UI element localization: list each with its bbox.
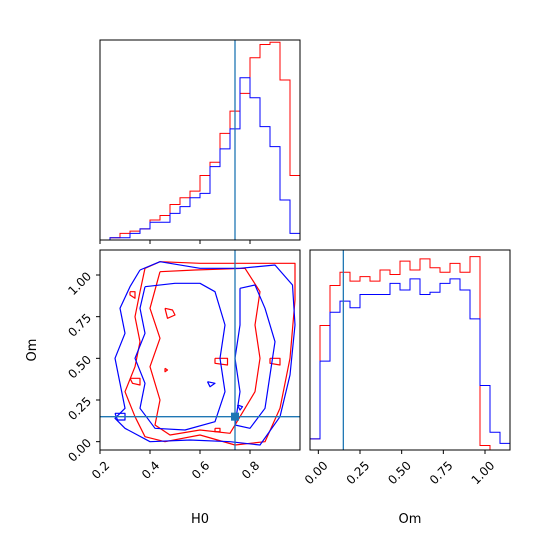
- joint-truth-marker: [231, 412, 239, 421]
- contour-series-1-level-2: [149, 267, 261, 436]
- joint-y-tick-label: 1.00: [65, 269, 94, 298]
- contour-series-1-level-8: [269, 357, 281, 366]
- contour-series-1-level-6: [164, 367, 169, 373]
- joint-y-tick-label: 0.50: [65, 353, 94, 382]
- contour-series-1-level-4: [129, 291, 136, 299]
- h0-marginal-panel: [99, 39, 301, 244]
- joint-x-tick-label: 0.6: [189, 458, 212, 481]
- contour-series-1-level-5: [129, 377, 141, 386]
- om-hist-series-1: [310, 256, 510, 450]
- h0-hist-series-1: [100, 41, 301, 241]
- contour-series-1-level-9: [214, 427, 221, 433]
- om-panel-frame: [309, 249, 511, 451]
- contour-series-1-level-7: [214, 357, 229, 366]
- contour-series-2-level-3: [234, 284, 276, 429]
- contour-series-2-level-6: [114, 412, 126, 421]
- om-marginal-panel: 0.00 0.25 0.50 0.75 1.00: [302, 249, 511, 487]
- joint-y-tick-label: 0.75: [65, 311, 94, 340]
- contour-series-2-level-2: [134, 282, 226, 431]
- contour-series-2-level-4: [206, 381, 216, 388]
- x-axis-label-om: Om: [399, 512, 422, 527]
- om-hist-series-2: [310, 278, 510, 450]
- om-x-tick-label: 0.00: [302, 458, 331, 487]
- x-axis-label-h0: H0: [191, 512, 209, 527]
- joint-x-tick-label: 0.4: [139, 458, 162, 481]
- contour-series-2-level-1: [114, 261, 296, 446]
- contour-series-1-level-1: [124, 261, 296, 446]
- joint-panel-frame: [99, 249, 301, 451]
- joint-contour-panel: 0.2 0.4 0.6 0.8 0.00 0.25 0.50 0.75 1.00: [65, 249, 301, 482]
- joint-x-tick-label: 0.2: [89, 458, 112, 481]
- om-x-tick-label: 0.50: [385, 458, 414, 487]
- joint-y-tick-label: 0.00: [65, 436, 94, 465]
- om-x-tick-label: 0.75: [427, 458, 456, 487]
- om-x-tick-label: 1.00: [469, 458, 498, 487]
- contour-series-1-level-3: [164, 307, 176, 319]
- joint-x-tick-label: 0.8: [239, 458, 262, 481]
- om-hist-bars: [310, 250, 510, 450]
- joint-contours: [114, 261, 296, 446]
- om-x-tick-label: 0.25: [344, 458, 373, 487]
- y-axis-label-om: Om: [25, 339, 40, 362]
- joint-y-tick-label: 0.25: [65, 394, 94, 423]
- h0-hist-series-2: [100, 77, 301, 241]
- contour-series-2-level-5: [236, 404, 244, 411]
